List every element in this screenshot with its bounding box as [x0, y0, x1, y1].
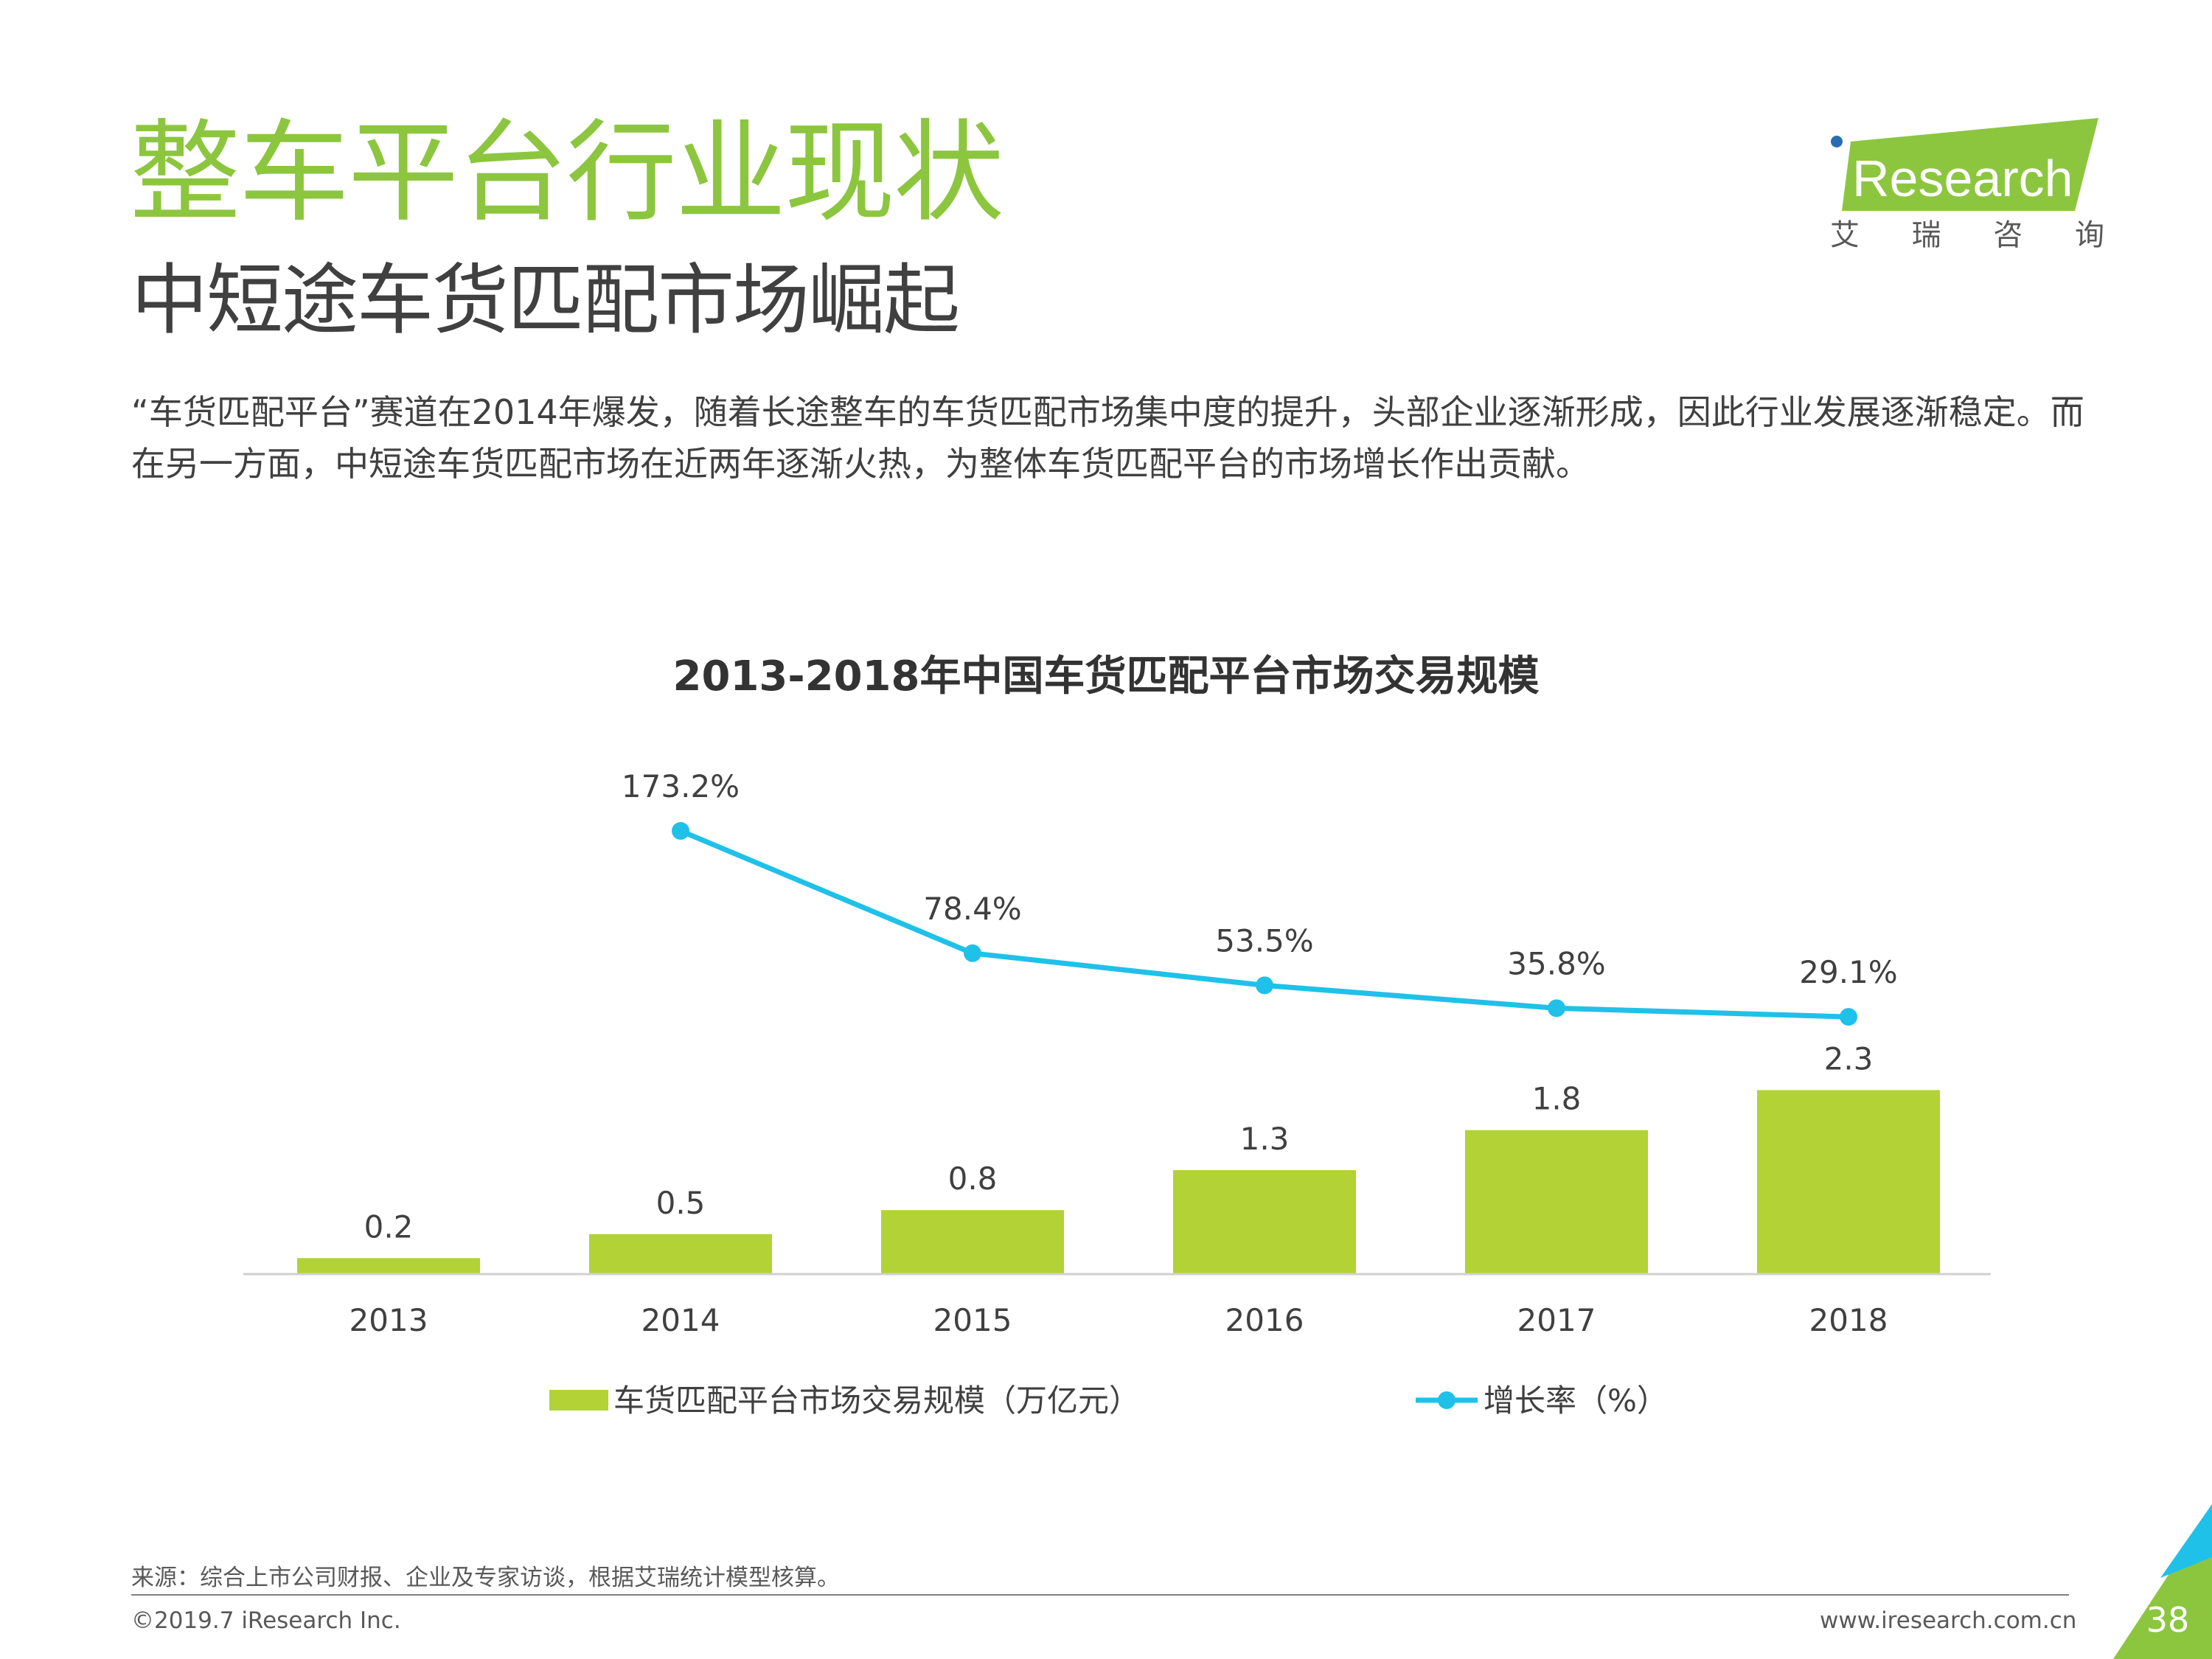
legend-bar-swatch [549, 1390, 608, 1411]
legend-line-label: 增长率（%） [1484, 1382, 1668, 1419]
bar-label-2014: 0.5 [656, 1185, 706, 1221]
growth-label-2017: 35.8% [1507, 945, 1605, 981]
x-tick-2014: 2014 [641, 1302, 720, 1338]
bar-2014 [589, 1234, 772, 1274]
website-link[interactable]: www.iresearch.com.cn [1820, 1607, 2077, 1634]
bar-label-2017: 1.8 [1532, 1081, 1582, 1117]
growth-point-2014 [672, 821, 689, 840]
iresearch-logo: i Research 艾 瑞 咨 询 [1830, 118, 2104, 252]
bar-label-2016: 1.3 [1240, 1121, 1290, 1157]
copyright: ©2019.7 iResearch Inc. [131, 1607, 401, 1634]
bar-2013 [297, 1258, 480, 1274]
x-tick-2016: 2016 [1225, 1302, 1304, 1338]
bar-2018 [1757, 1090, 1940, 1274]
footer-divider [131, 1594, 2069, 1596]
bar-2015 [881, 1210, 1064, 1274]
bar-line-chart: 0.2 0.5 0.8 1.3 1.8 2.3 173.2% 78.4% 53.5% 35.8% 2… [243, 768, 1991, 1419]
bar-label-2018: 2.3 [1824, 1040, 1874, 1077]
growth-label-2016: 53.5% [1215, 922, 1313, 959]
page-subtitle: 中短途车货匹配市场崛起 [131, 255, 960, 345]
growth-label-2014: 173.2% [622, 768, 740, 804]
bar-2016 [1173, 1169, 1356, 1274]
legend-line-marker [1438, 1391, 1455, 1409]
legend-bar-label: 车货匹配平台市场交易规模（万亿元） [613, 1382, 1140, 1419]
logo-wordmark: Research [1852, 150, 2073, 207]
growth-label-2018: 29.1% [1799, 954, 1897, 990]
x-tick-2015: 2015 [933, 1302, 1012, 1338]
bar-label-2015: 0.8 [948, 1161, 998, 1197]
growth-label-2015: 78.4% [923, 891, 1021, 927]
growth-point-2016 [1256, 976, 1273, 995]
bar-2017 [1465, 1130, 1648, 1274]
page-number: 38 [2146, 1600, 2190, 1640]
growth-point-2015 [964, 944, 981, 962]
growth-point-2018 [1840, 1008, 1857, 1026]
corner-decoration [2113, 1504, 2212, 1659]
x-tick-2018: 2018 [1809, 1302, 1888, 1338]
bar-label-2013: 0.2 [364, 1208, 414, 1245]
x-tick-2013: 2013 [349, 1302, 428, 1338]
chart-title: 2013-2018年中国车货匹配平台市场交易规模 [672, 653, 1540, 700]
x-tick-2017: 2017 [1517, 1302, 1596, 1338]
page-title: 整车平台行业现状 [130, 109, 1004, 237]
growth-point-2017 [1548, 999, 1565, 1018]
source-note: 来源：综合上市公司财报、企业及专家访谈，根据艾瑞统计模型核算。 [131, 1565, 840, 1591]
logo-i: i [1834, 147, 1846, 208]
intro-paragraph: “车货匹配平台”赛道在2014年爆发，随着长途整车的车货匹配市场集中度的提升，头… [131, 392, 2084, 484]
